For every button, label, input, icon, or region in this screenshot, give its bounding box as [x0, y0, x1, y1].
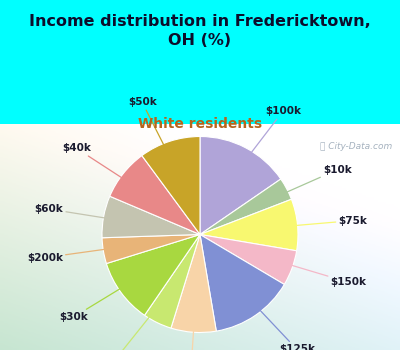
Text: $20k: $20k	[176, 291, 205, 350]
Text: $100k: $100k	[227, 106, 301, 184]
Text: $10k: $10k	[250, 164, 352, 208]
Text: $125k: $125k	[232, 281, 315, 350]
Wedge shape	[200, 136, 281, 234]
Text: $30k: $30k	[59, 268, 154, 322]
Wedge shape	[142, 136, 200, 234]
Wedge shape	[200, 234, 284, 331]
Wedge shape	[102, 196, 200, 238]
Wedge shape	[110, 156, 200, 234]
Wedge shape	[200, 199, 298, 251]
Text: $200k: $200k	[27, 244, 144, 262]
Text: Income distribution in Fredericktown,
OH (%): Income distribution in Fredericktown, OH…	[29, 14, 371, 48]
Text: $50k: $50k	[128, 97, 182, 181]
Text: $150k: $150k	[253, 254, 367, 287]
Wedge shape	[200, 234, 297, 285]
Wedge shape	[144, 234, 200, 328]
Wedge shape	[171, 234, 216, 332]
Wedge shape	[106, 234, 200, 315]
Wedge shape	[102, 234, 200, 264]
Text: ⓘ City-Data.com: ⓘ City-Data.com	[320, 142, 392, 151]
Text: $40k: $40k	[62, 143, 155, 199]
Text: $75k: $75k	[256, 216, 367, 229]
Text: White residents: White residents	[138, 117, 262, 131]
Text: > $200k: > $200k	[91, 285, 175, 350]
Text: $60k: $60k	[34, 204, 144, 224]
Wedge shape	[200, 179, 292, 235]
